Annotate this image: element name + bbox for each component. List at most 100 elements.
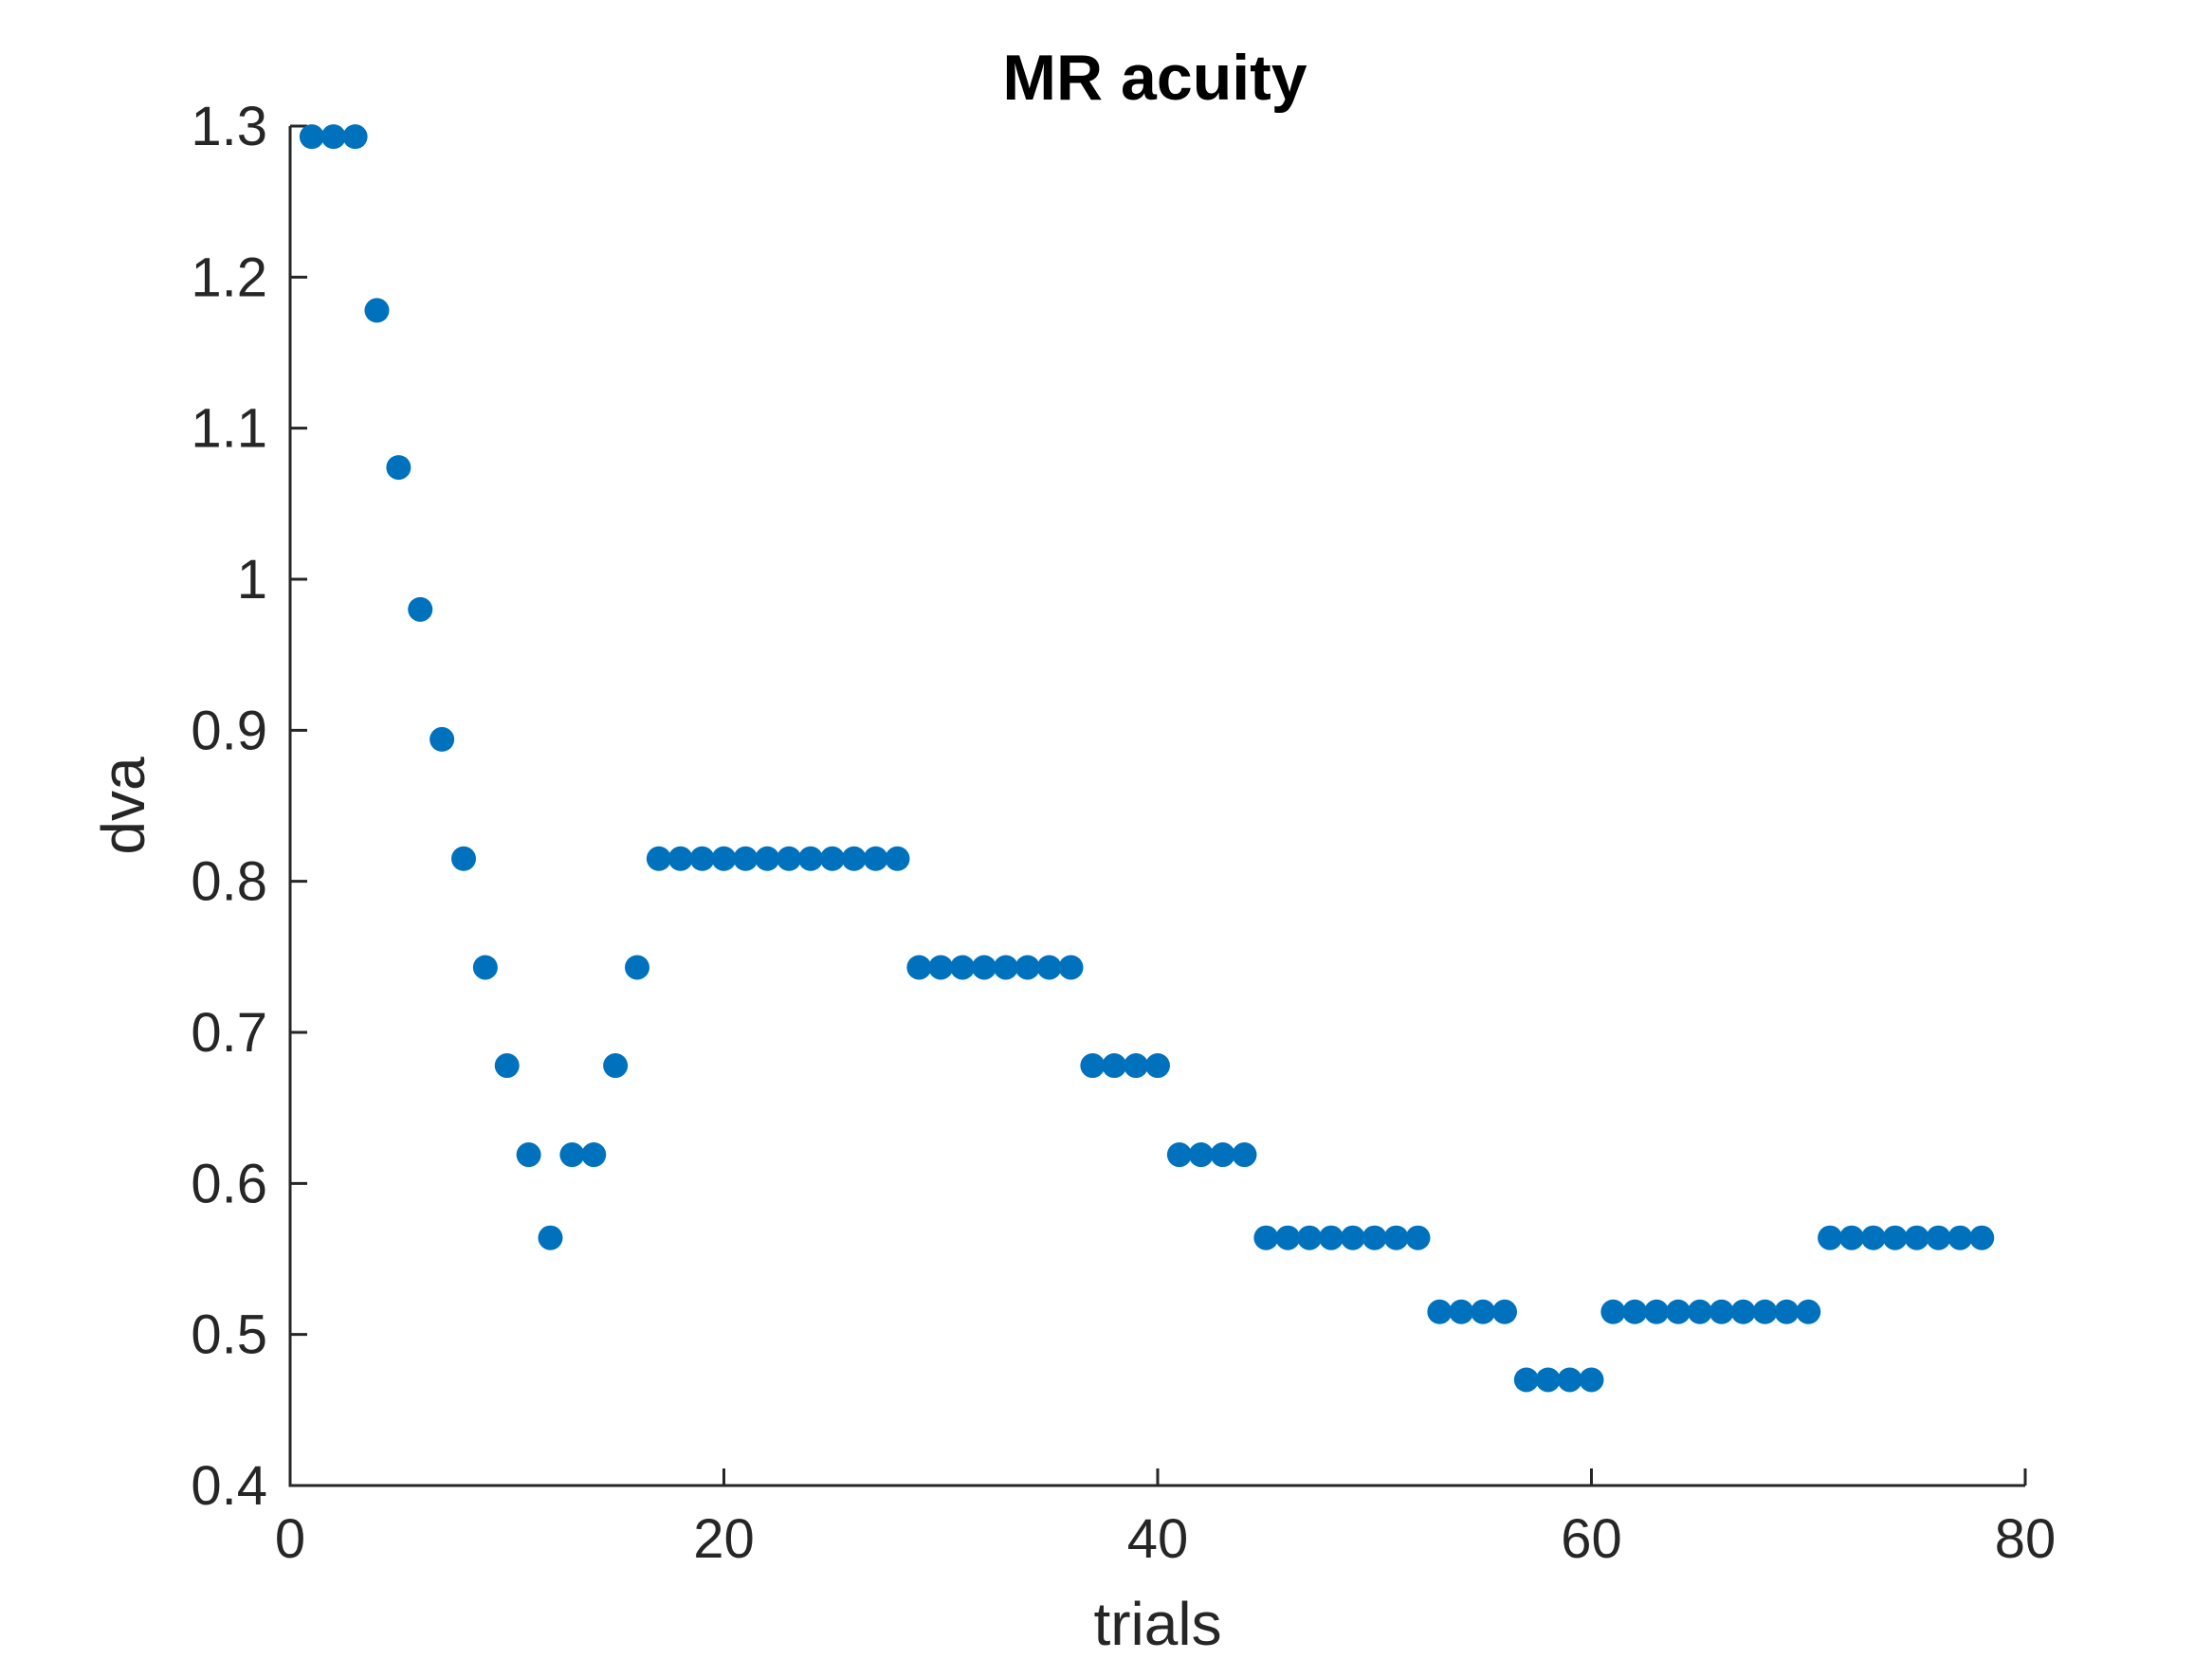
data-point [667,846,693,871]
data-point [1319,1225,1344,1250]
y-tick-label: 0.7 [191,1002,267,1064]
x-tick-label: 0 [275,1508,305,1570]
data-point [1600,1299,1626,1324]
data-point [342,124,368,150]
data-point [559,1142,585,1168]
data-point [1275,1225,1301,1250]
x-tick-label: 40 [1127,1508,1189,1570]
data-point [494,1053,520,1079]
data-point [906,955,932,980]
data-point [1102,1053,1127,1079]
data-point [1904,1225,1929,1250]
data-point [993,955,1018,980]
data-point [863,846,888,871]
y-tick-label: 1.3 [191,96,267,157]
data-point [1188,1142,1214,1168]
data-point [885,846,910,871]
data-point [777,846,802,871]
data-point [755,846,780,871]
x-tick-label: 80 [1995,1508,2057,1570]
y-tick-label: 0.6 [191,1153,267,1214]
y-tick-label: 0.8 [191,851,267,913]
data-point [1210,1142,1235,1168]
data-point [1709,1299,1734,1324]
data-point [1535,1367,1561,1393]
data-point [581,1142,607,1168]
data-point [320,124,346,150]
y-tick-label: 1 [237,549,267,611]
axes [288,126,2025,1487]
data-point [1058,955,1084,980]
data-point [1405,1225,1431,1250]
data-point [472,955,498,980]
data-point [972,955,996,980]
x-tick-label: 60 [1561,1508,1622,1570]
data-point [430,726,455,752]
data-point [646,846,671,871]
data-point [950,955,976,980]
data-point [1145,1053,1170,1079]
data-point [1232,1142,1257,1168]
data-points [299,124,1995,1393]
data-point [1015,955,1040,980]
y-tick-label: 1.1 [191,398,267,460]
x-axis-label: trials [1093,1590,1221,1658]
data-point [1730,1299,1756,1324]
data-point [1340,1225,1365,1250]
data-point [689,846,715,871]
data-point [1774,1299,1800,1324]
data-point [1926,1225,1951,1250]
chart-title: MR acuity [1002,42,1307,114]
data-point [299,124,324,150]
data-point [625,955,649,980]
data-point [1796,1299,1821,1324]
data-point [516,1142,541,1168]
y-tick-label: 0.5 [191,1304,267,1366]
x-tick-label: 20 [693,1508,755,1570]
y-axis-label: dva [89,757,157,855]
data-point [1579,1367,1604,1393]
plot-frame [288,126,2025,1487]
data-point [1297,1225,1323,1250]
data-point [1449,1299,1474,1324]
data-point [451,846,476,871]
data-point [1882,1225,1908,1250]
data-point [1839,1225,1864,1250]
data-point [841,846,867,871]
data-point [1818,1225,1843,1250]
data-point [1947,1225,1973,1250]
data-point [1036,955,1062,980]
data-point [733,846,759,871]
data-point [1124,1053,1149,1079]
data-point [1622,1299,1648,1324]
y-tick-label: 0.4 [191,1455,267,1517]
data-point [1253,1225,1279,1250]
data-point [1080,1053,1106,1079]
data-point [1492,1299,1517,1324]
data-point [408,596,433,622]
data-point [1644,1299,1670,1324]
data-point [1471,1299,1496,1324]
data-point [1687,1299,1712,1324]
data-point [1362,1225,1387,1250]
data-point [603,1053,629,1079]
data-point [1166,1142,1192,1168]
data-point [711,846,737,871]
data-point [1860,1225,1886,1250]
data-point [1666,1299,1691,1324]
data-point [928,955,954,980]
data-point [1513,1367,1539,1393]
data-point [798,846,823,871]
data-point [364,298,390,323]
data-point [386,455,411,481]
y-axis-ticks: 0.4 0.5 0.6 0.7 0.8 0.9 1 1.1 1.2 1.3 [191,96,307,1517]
data-point [538,1225,563,1250]
x-axis-ticks: 0 20 40 60 80 [275,1468,2056,1570]
data-point [819,846,845,871]
data-point [1969,1225,1995,1250]
y-tick-label: 1.2 [191,246,267,308]
data-point [1427,1299,1453,1324]
data-point [1383,1225,1409,1250]
data-point [1557,1367,1582,1393]
